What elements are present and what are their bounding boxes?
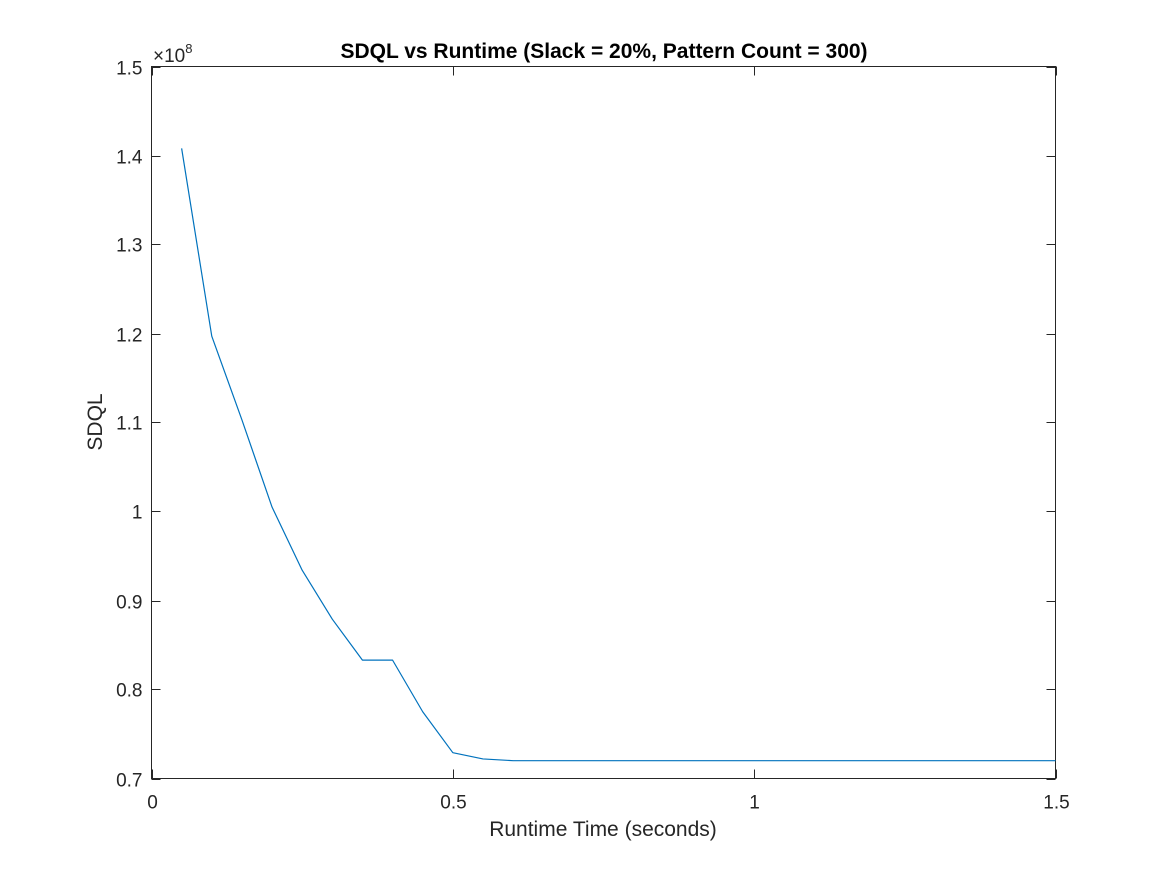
y-tick-label: 0.7 — [116, 771, 142, 792]
series-layer — [181, 148, 1056, 762]
x-tick-labels: 0 0.5 1 1.5 — [147, 793, 1070, 814]
x-tick-label: 1.5 — [1043, 793, 1069, 814]
y-axis-label: SDQL — [84, 393, 107, 450]
exponent-power: 8 — [185, 41, 192, 56]
exponent-base: ×10 — [153, 46, 185, 67]
axes-box — [151, 66, 1056, 779]
x-tick-label: 0 — [147, 793, 158, 814]
y-tick-label: 0.8 — [116, 681, 142, 702]
x-axis-label: Runtime Time (seconds) — [489, 818, 717, 841]
plot-area — [151, 66, 1057, 780]
y-tick-label: 1.2 — [116, 326, 142, 347]
x-tick-label: 1 — [749, 793, 760, 814]
y-tick-label: 1.4 — [116, 148, 143, 169]
y-exponent-label: ×108 — [153, 41, 192, 67]
y-tick-label: 0.9 — [116, 593, 142, 614]
y-tick-label: 1.3 — [116, 236, 142, 257]
y-tick-label: 1.1 — [116, 414, 142, 435]
series-line-0 — [181, 148, 1056, 762]
axis-ticks — [151, 66, 1057, 780]
y-tick-labels: 0.7 0.8 0.9 1 1.1 1.2 1.3 1.4 1.5 — [116, 59, 143, 792]
y-tick-label: 1.5 — [116, 59, 142, 80]
y-tick-label: 1 — [132, 503, 143, 524]
chart-title: SDQL vs Runtime (Slack = 20%, Pattern Co… — [340, 40, 867, 63]
x-tick-label: 0.5 — [440, 793, 466, 814]
